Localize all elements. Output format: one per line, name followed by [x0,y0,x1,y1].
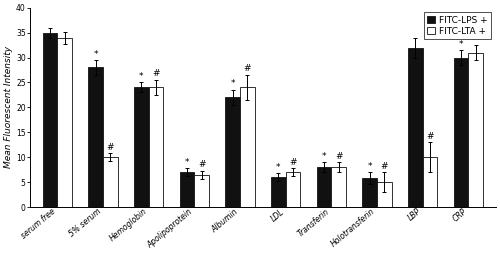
Text: #: # [380,162,388,171]
Bar [103,157,118,207]
Bar [332,167,346,207]
Bar [194,175,209,207]
Text: #: # [426,132,434,141]
Bar [271,177,285,207]
Text: *: * [276,163,280,172]
Bar [422,157,438,207]
Text: #: # [244,65,251,73]
Text: *: * [368,162,372,171]
Text: *: * [94,50,98,58]
Text: *: * [322,152,326,161]
Text: #: # [152,69,160,78]
Text: #: # [289,158,296,167]
Bar [134,87,148,207]
Text: #: # [335,152,342,161]
Bar [317,167,332,207]
Bar [226,97,240,207]
Text: #: # [198,160,205,169]
Legend: FITC-LPS +, FITC-LTA +: FITC-LPS +, FITC-LTA + [424,12,492,39]
Bar [454,57,468,207]
Text: *: * [185,158,190,167]
Bar [286,172,300,207]
Text: *: * [139,72,143,81]
Bar [408,47,422,207]
Bar [240,87,254,207]
Text: *: * [459,40,464,49]
Bar [362,178,377,207]
Text: #: # [106,143,114,152]
Bar [468,53,483,207]
Y-axis label: Mean Fluorescent Intensity: Mean Fluorescent Intensity [4,46,13,168]
Bar [58,38,72,207]
Bar [148,87,164,207]
Bar [180,172,194,207]
Text: *: * [230,80,235,88]
Bar [377,182,392,207]
Bar [88,68,103,207]
Bar [42,33,58,207]
